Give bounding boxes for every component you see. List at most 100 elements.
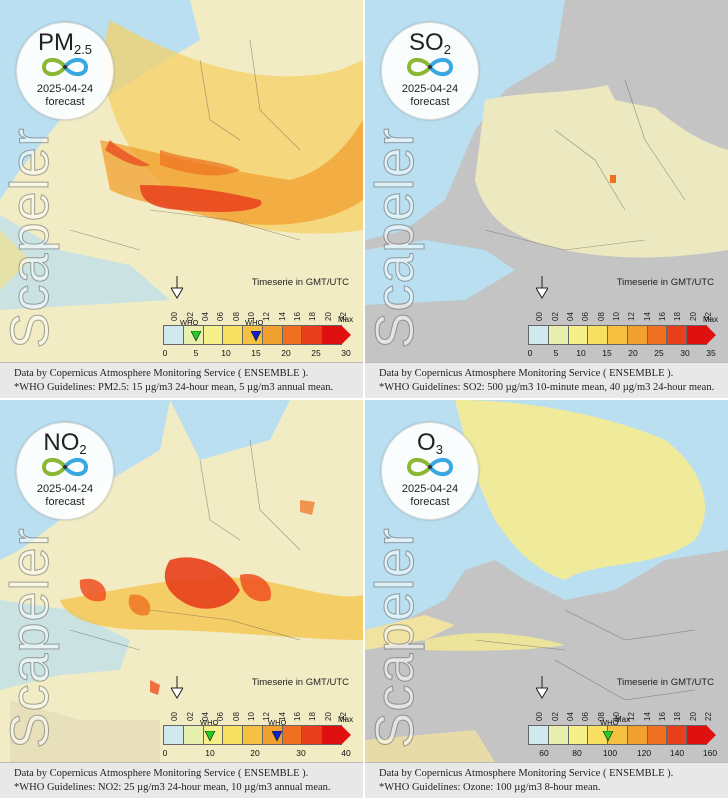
scale-tick: 30 (296, 748, 306, 758)
scale-tick: 10 (205, 748, 215, 758)
scale-max-arrow-icon (341, 725, 351, 745)
hour-tick: 02 (186, 712, 195, 721)
o3-timeserie-label: Timeserie in GMT/UTC (616, 677, 714, 688)
hour-tick: 06 (581, 312, 590, 321)
no2-max-label: Max (338, 715, 354, 724)
hour-tick: 06 (581, 712, 590, 721)
o3-max-label: Max (615, 715, 631, 724)
no2-watermark: Scapeler (0, 527, 61, 749)
hour-tick: 00 (170, 712, 179, 721)
o3-scale-ticks: 60 80 100 120 140 160 (528, 748, 718, 760)
o3-forecast-label: forecast (410, 496, 450, 508)
scale-tick: 20 (281, 348, 291, 358)
scale-tick: 30 (680, 348, 690, 358)
pm25-caption-who: *WHO Guidelines: PM2.5: 15 µg/m3 24-hour… (14, 382, 334, 393)
no2-date: 2025-04-24 (36, 483, 94, 495)
hour-tick: 16 (293, 712, 302, 721)
so2-time-arrow-icon[interactable] (536, 276, 548, 300)
o3-caption-who: *WHO Guidelines: Ozone: 100 µg/m3 8-hour… (379, 782, 601, 793)
o3-pollutant-title: O3 (417, 429, 443, 457)
pm25-caption-source: Data by Copernicus Atmosphere Monitoring… (14, 368, 309, 379)
hour-tick: 18 (673, 312, 682, 321)
panel-no2: NO2 2025-04-24 forecast Scapeler Timeser… (0, 400, 363, 798)
hour-tick: 04 (566, 712, 575, 721)
so2-watermark: Scapeler (365, 127, 426, 349)
hour-tick: 18 (308, 312, 317, 321)
pm25-color-scale (163, 325, 353, 347)
scale-cell (646, 325, 668, 345)
no2-color-scale (163, 725, 353, 747)
hour-tick: 18 (673, 712, 682, 721)
hour-tick: 00 (535, 312, 544, 321)
scale-tick: 100 (602, 748, 618, 758)
hour-tick: 08 (597, 312, 606, 321)
so2-caption: Data by Copernicus Atmosphere Monitoring… (365, 362, 728, 398)
no2-caption-source: Data by Copernicus Atmosphere Monitoring… (14, 768, 309, 779)
so2-forecast-label: forecast (410, 96, 450, 108)
so2-timeserie-label: Timeserie in GMT/UTC (616, 277, 714, 288)
o3-map-graphic (365, 400, 728, 762)
pm25-who-label-1: WHO (180, 318, 199, 327)
hour-tick: 08 (232, 312, 241, 321)
scale-tick: 5 (193, 348, 199, 358)
scapeler-logo-icon (406, 457, 454, 477)
pm25-time-arrow-icon[interactable] (171, 276, 183, 300)
pm25-watermark: Scapeler (0, 127, 61, 349)
so2-pollutant-title: SO2 (409, 29, 451, 57)
hour-tick: 00 (535, 712, 544, 721)
hour-tick: 22 (704, 712, 713, 721)
scale-cell (567, 325, 589, 345)
pm25-who-markers (190, 331, 262, 342)
scale-tick: 0 (162, 748, 168, 758)
who-green-marker-icon (204, 731, 216, 742)
hour-tick: 00 (170, 312, 179, 321)
so2-caption-who: *WHO Guidelines: SO2: 500 µg/m3 10-minut… (379, 382, 715, 393)
pm25-badge: PM2.5 2025-04-24 forecast (16, 22, 114, 120)
hour-tick: 20 (689, 312, 698, 321)
scapeler-logo-icon (406, 57, 454, 77)
scale-tick: 20 (628, 348, 638, 358)
no2-caption: Data by Copernicus Atmosphere Monitoring… (0, 762, 363, 798)
hour-tick: 12 (627, 312, 636, 321)
hour-tick: 16 (293, 312, 302, 321)
hour-tick: 14 (643, 312, 652, 321)
hour-tick: 16 (658, 312, 667, 321)
so2-color-scale (528, 325, 718, 347)
o3-caption-source: Data by Copernicus Atmosphere Monitoring… (379, 768, 674, 779)
no2-caption-who: *WHO Guidelines: NO2: 25 µg/m3 24-hour m… (14, 782, 331, 793)
pm25-caption: Data by Copernicus Atmosphere Monitoring… (0, 362, 363, 398)
pm25-timeserie-label: Timeserie in GMT/UTC (251, 277, 349, 288)
scale-tick: 10 (221, 348, 231, 358)
panel-o3: O3 2025-04-24 forecast Scapeler Timeseri… (365, 400, 728, 798)
o3-caption: Data by Copernicus Atmosphere Monitoring… (365, 762, 728, 798)
scale-max-arrow-icon (341, 325, 351, 345)
hour-tick: 20 (689, 712, 698, 721)
scale-tick: 15 (602, 348, 612, 358)
hour-tick: 10 (247, 712, 256, 721)
so2-max-label: Max (703, 315, 719, 324)
no2-pollutant-title: NO2 (43, 429, 87, 457)
no2-time-arrow-icon[interactable] (171, 676, 183, 700)
panel-pm25: PM2.5 2025-04-24 forecast Scapeler Times… (0, 0, 363, 398)
who-green-marker-icon (602, 731, 614, 742)
o3-badge: O3 2025-04-24 forecast (381, 422, 479, 520)
scale-cell (666, 325, 688, 345)
scale-tick: 35 (706, 348, 716, 358)
hour-tick: 10 (612, 312, 621, 321)
so2-date: 2025-04-24 (401, 83, 459, 95)
no2-badge: NO2 2025-04-24 forecast (16, 422, 114, 520)
hour-tick: 14 (278, 312, 287, 321)
scale-tick: 0 (527, 348, 533, 358)
scale-tick: 140 (669, 748, 685, 758)
pm25-forecast-label: forecast (45, 96, 85, 108)
who-green-marker-icon (190, 331, 202, 342)
who-blue-marker-icon (271, 731, 283, 742)
no2-timeserie-label: Timeserie in GMT/UTC (251, 677, 349, 688)
who-blue-marker-icon (250, 331, 262, 342)
scale-tick: 25 (311, 348, 321, 358)
map-pm25 (0, 0, 363, 362)
scale-cell (528, 325, 549, 345)
scale-tick: 30 (341, 348, 351, 358)
scale-max-arrow-icon (706, 325, 716, 345)
o3-time-arrow-icon[interactable] (536, 676, 548, 700)
